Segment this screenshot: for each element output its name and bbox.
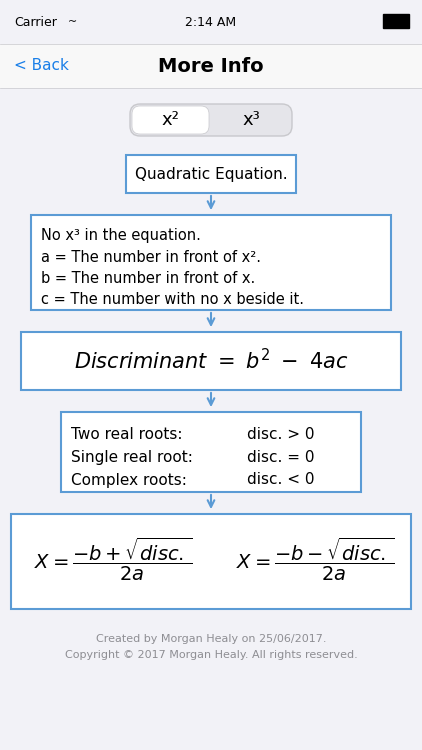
FancyBboxPatch shape — [11, 514, 411, 609]
Text: Created by Morgan Healy on 25/06/2017.: Created by Morgan Healy on 25/06/2017. — [96, 634, 326, 644]
Text: ~: ~ — [68, 17, 77, 27]
Text: Copyright © 2017 Morgan Healy. All rights reserved.: Copyright © 2017 Morgan Healy. All right… — [65, 650, 357, 660]
Text: $\mathit{Discriminant\ =\ b^2\ -\ 4ac}$: $\mathit{Discriminant\ =\ b^2\ -\ 4ac}$ — [74, 349, 348, 374]
Text: 2:14 AM: 2:14 AM — [185, 16, 237, 28]
FancyBboxPatch shape — [132, 106, 209, 134]
Text: disc. > 0: disc. > 0 — [247, 427, 314, 442]
Text: x³: x³ — [243, 111, 260, 129]
FancyBboxPatch shape — [21, 332, 401, 390]
Text: x²: x² — [162, 111, 179, 129]
Text: Single real root:: Single real root: — [71, 450, 193, 465]
Text: No x³ in the equation.: No x³ in the equation. — [41, 229, 201, 244]
Text: b = The number in front of x.: b = The number in front of x. — [41, 271, 255, 286]
Text: < Back: < Back — [14, 58, 69, 74]
FancyBboxPatch shape — [383, 14, 409, 28]
Text: $X = \dfrac{-b + \sqrt{disc.}}{2a}$: $X = \dfrac{-b + \sqrt{disc.}}{2a}$ — [34, 536, 192, 583]
FancyBboxPatch shape — [31, 215, 391, 310]
Text: a = The number in front of x².: a = The number in front of x². — [41, 250, 261, 265]
Text: Complex roots:: Complex roots: — [71, 472, 187, 488]
Text: disc. < 0: disc. < 0 — [247, 472, 314, 488]
Text: Two real roots:: Two real roots: — [71, 427, 182, 442]
FancyBboxPatch shape — [0, 44, 422, 88]
FancyBboxPatch shape — [126, 155, 296, 193]
Text: Carrier: Carrier — [14, 16, 57, 28]
Text: disc. = 0: disc. = 0 — [247, 450, 314, 465]
Text: $X = \dfrac{-b - \sqrt{disc.}}{2a}$: $X = \dfrac{-b - \sqrt{disc.}}{2a}$ — [236, 536, 394, 583]
Text: Quadratic Equation.: Quadratic Equation. — [135, 166, 287, 182]
Text: More Info: More Info — [158, 56, 264, 76]
FancyBboxPatch shape — [61, 412, 361, 492]
Text: c = The number with no x beside it.: c = The number with no x beside it. — [41, 292, 304, 307]
FancyBboxPatch shape — [130, 104, 292, 136]
